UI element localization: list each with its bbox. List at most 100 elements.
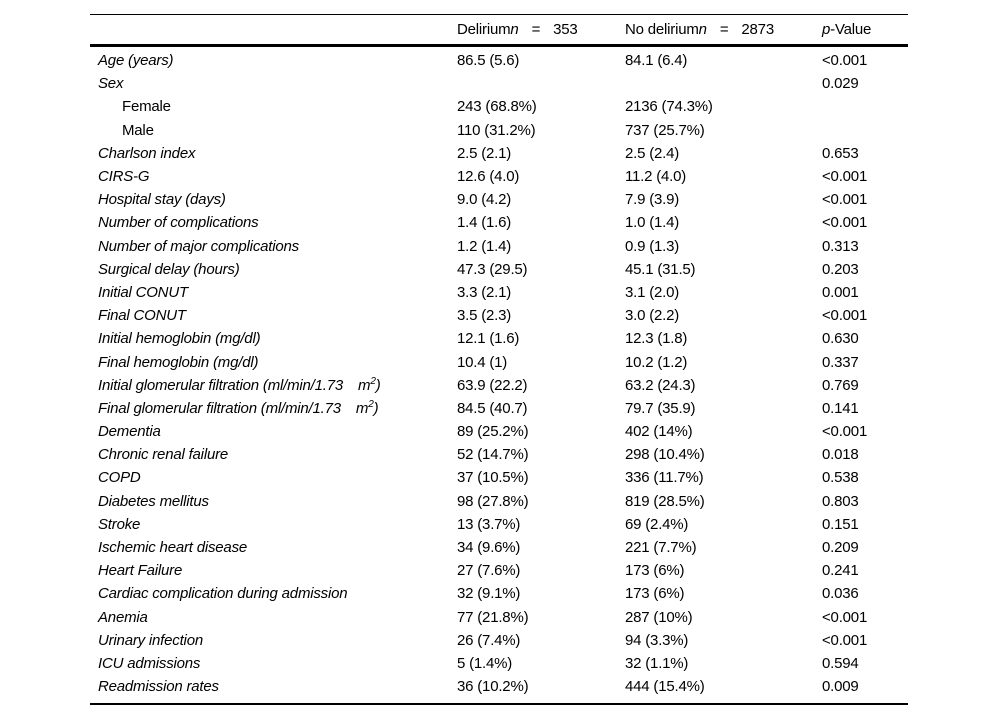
cell-no-delirium: 298 (10.4%) <box>625 446 705 464</box>
row-label: Urinary infection <box>90 632 457 649</box>
table-body: Age (years) 86.5 (5.6) 84.1 (6.4) <0.001 Sex… <box>90 47 908 706</box>
row-label-text: Final glomerular filtration (ml/min/1.73 <box>98 399 341 417</box>
cell-no-delirium: 12.3 (1.8) <box>625 330 688 348</box>
row-label: Charlson index <box>90 145 457 162</box>
row-label-text: Initial CONUT <box>98 283 188 301</box>
table-row: Diabetes mellitus 98 (27.8%) 819 (28.5%) 0.… <box>90 490 908 513</box>
cell-no-delirium: 7.9 (3.9) <box>625 191 680 209</box>
row-label: Age (years) <box>90 52 457 69</box>
cell-p-value: 0.337 <box>822 353 859 371</box>
cell-no-delirium: 69 (2.4%) <box>625 515 689 533</box>
row-label: CIRS-G <box>90 168 457 185</box>
row-label: Dementia <box>90 423 457 440</box>
unit-superscript: 2 <box>370 375 376 387</box>
cell-p-value: <0.001 <box>822 191 868 209</box>
cell-no-delirium: 221 (7.7%) <box>625 539 697 557</box>
table-row: Final CONUT 3.5 (2.3) 3.0 (2.2) <0.001 <box>90 304 908 327</box>
table-row: Male 110 (31.2%) 737 (25.7%) <box>90 119 908 142</box>
cell-delirium: 34 (9.6%) <box>457 539 521 557</box>
table-row: Initial hemoglobin (mg/dl) 12.1 (1.6) 12.3… <box>90 327 908 350</box>
table-row: Final glomerular filtration (ml/min/1.73… <box>90 397 908 420</box>
row-label-text: Charlson index <box>98 144 196 162</box>
table-row: Initial CONUT 3.3 (2.1) 3.1 (2.0) 0.001 <box>90 281 908 304</box>
cell-p-value: 0.769 <box>822 376 859 394</box>
cell-p-value: 0.009 <box>822 678 859 696</box>
cell-delirium: 5 (1.4%) <box>457 654 513 672</box>
row-label-text: Surgical delay (hours) <box>98 260 240 278</box>
row-label: Initial hemoglobin (mg/dl) <box>90 330 457 347</box>
cell-delirium: 77 (21.8%) <box>457 608 529 626</box>
cell-delirium: 86.5 (5.6) <box>457 52 520 70</box>
unit-superscript: 2 <box>368 398 374 410</box>
row-label-text: Sex <box>98 75 124 93</box>
table-row: ICU admissions 5 (1.4%) 32 (1.1%) 0.594 <box>90 652 908 675</box>
cell-p-value: 0.151 <box>822 515 859 533</box>
row-label-text: Initial glomerular filtration (ml/min/1.… <box>98 376 344 394</box>
cell-no-delirium: 737 (25.7%) <box>625 121 705 139</box>
table-row: Final hemoglobin (mg/dl) 10.4 (1) 10.2 (1.… <box>90 350 908 373</box>
cell-delirium: 3.3 (2.1) <box>457 283 512 301</box>
cell-p-value: <0.001 <box>822 608 868 626</box>
header-col-p-value: p-Value <box>822 21 908 38</box>
cell-delirium: 89 (25.2%) <box>457 423 529 441</box>
row-label: Number of complications <box>90 214 457 231</box>
row-label-text: Ischemic heart disease <box>98 539 248 557</box>
unit-symbol: m <box>355 399 369 417</box>
row-label-text: Age (years) <box>98 52 174 70</box>
cell-delirium: 27 (7.6%) <box>457 562 521 580</box>
table-row: Cardiac complication during admission 32 … <box>90 582 908 605</box>
row-label: Hospital stay (days) <box>90 191 457 208</box>
row-label-text: Diabetes mellitus <box>98 492 209 510</box>
row-label: Female <box>90 98 457 115</box>
table-row: Readmission rates 36 (10.2%) 444 (15.4%) 0.… <box>90 675 908 698</box>
cell-p-value: <0.001 <box>822 168 868 186</box>
row-label-text: Female <box>122 98 171 116</box>
cell-delirium: 37 (10.5%) <box>457 469 529 487</box>
p-value-label-rest: -Value <box>830 21 872 38</box>
cell-delirium: 243 (68.8%) <box>457 98 537 116</box>
cell-delirium: 63.9 (22.2) <box>457 376 528 394</box>
cell-no-delirium: 287 (10%) <box>625 608 693 626</box>
no-delirium-equals-sign: = <box>719 21 729 38</box>
cell-no-delirium: 84.1 (6.4) <box>625 52 688 70</box>
cell-p-value: 0.141 <box>822 399 859 417</box>
header-col-delirium: Deliriumn = 353 <box>457 21 625 38</box>
row-label: Anemia <box>90 609 457 626</box>
delirium-group-label: Delirium <box>457 21 511 38</box>
table-row: Hospital stay (days) 9.0 (4.2) 7.9 (3.9) <0… <box>90 188 908 211</box>
cell-no-delirium: 2.5 (2.4) <box>625 144 680 162</box>
table-row: Number of major complications 1.2 (1.4) 0.… <box>90 235 908 258</box>
cell-delirium: 84.5 (40.7) <box>457 399 528 417</box>
row-label-text: Final hemoglobin (mg/dl) <box>98 353 259 371</box>
row-label: Initial CONUT <box>90 284 457 301</box>
row-label-text: Readmission rates <box>98 678 219 696</box>
cell-no-delirium: 173 (6%) <box>625 585 685 603</box>
row-label-text: Anemia <box>98 608 148 626</box>
cell-no-delirium: 444 (15.4%) <box>625 678 705 696</box>
header-col-no-delirium: No deliriumn = 2873 <box>625 21 822 38</box>
cell-p-value: 0.018 <box>822 446 859 464</box>
cell-delirium: 47.3 (29.5) <box>457 260 528 278</box>
cell-delirium: 12.6 (4.0) <box>457 168 520 186</box>
cell-p-value: <0.001 <box>822 214 868 232</box>
row-label-text: Urinary infection <box>98 631 203 649</box>
p-symbol: p <box>822 21 831 38</box>
delirium-equals-sign: = <box>531 21 541 38</box>
row-label: COPD <box>90 469 457 486</box>
cell-delirium: 3.5 (2.3) <box>457 307 512 325</box>
cell-p-value: 0.630 <box>822 330 859 348</box>
cell-no-delirium: 402 (14%) <box>625 423 693 441</box>
cell-p-value: <0.001 <box>822 307 868 325</box>
cell-no-delirium: 63.2 (24.3) <box>625 376 696 394</box>
row-label: Readmission rates <box>90 678 457 695</box>
cell-delirium: 12.1 (1.6) <box>457 330 520 348</box>
unit-close-paren: ) <box>373 399 379 417</box>
row-label-text: Chronic renal failure <box>98 446 229 464</box>
row-label-text: Hospital stay (days) <box>98 191 226 209</box>
row-label: Stroke <box>90 516 457 533</box>
row-label: Chronic renal failure <box>90 446 457 463</box>
cell-delirium: 32 (9.1%) <box>457 585 521 603</box>
cell-no-delirium: 94 (3.3%) <box>625 631 689 649</box>
row-label-text: Cardiac complication during admission <box>98 585 348 603</box>
